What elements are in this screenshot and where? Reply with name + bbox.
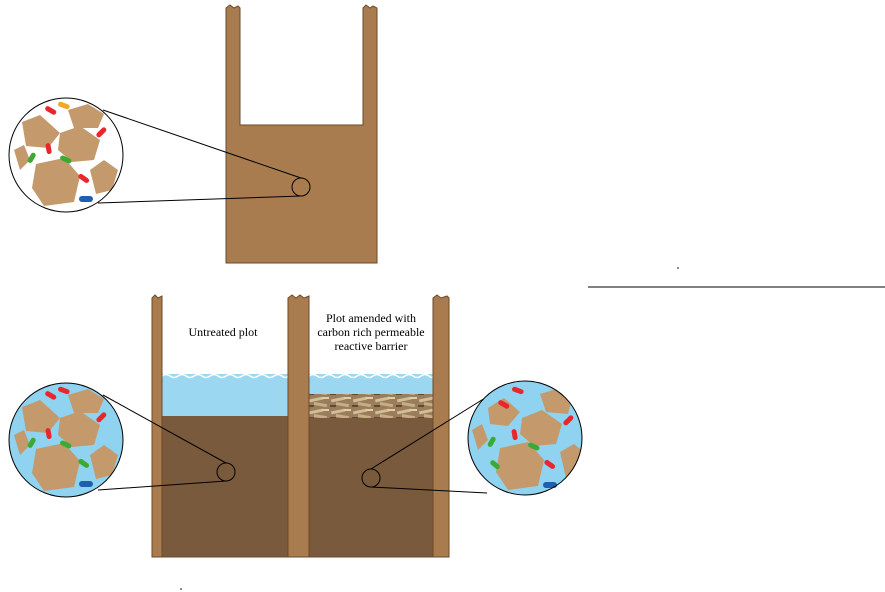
untreated-plot-label: Untreated plot <box>189 325 259 339</box>
amended-plot-label-line3: reactive barrier <box>335 339 408 353</box>
untreated-saturated-soil <box>162 416 288 557</box>
left-wall <box>152 295 162 557</box>
dry-column-body <box>226 5 377 263</box>
stray-dot <box>677 267 679 269</box>
amended-plot-label-line2: carbon rich permeable <box>317 325 424 339</box>
stray-dot-bottom <box>180 588 182 590</box>
dry-soil-column <box>226 5 377 263</box>
center-wall <box>288 295 309 557</box>
amended-plot-label-line1: Plot amended with <box>326 311 416 325</box>
untreated-water <box>162 374 288 416</box>
reactive-barrier <box>309 394 433 418</box>
top-magnifier-icon <box>9 98 123 212</box>
amended-magnifier-icon <box>468 381 586 495</box>
untreated-magnifier-icon <box>9 383 123 497</box>
right-wall <box>433 295 449 557</box>
